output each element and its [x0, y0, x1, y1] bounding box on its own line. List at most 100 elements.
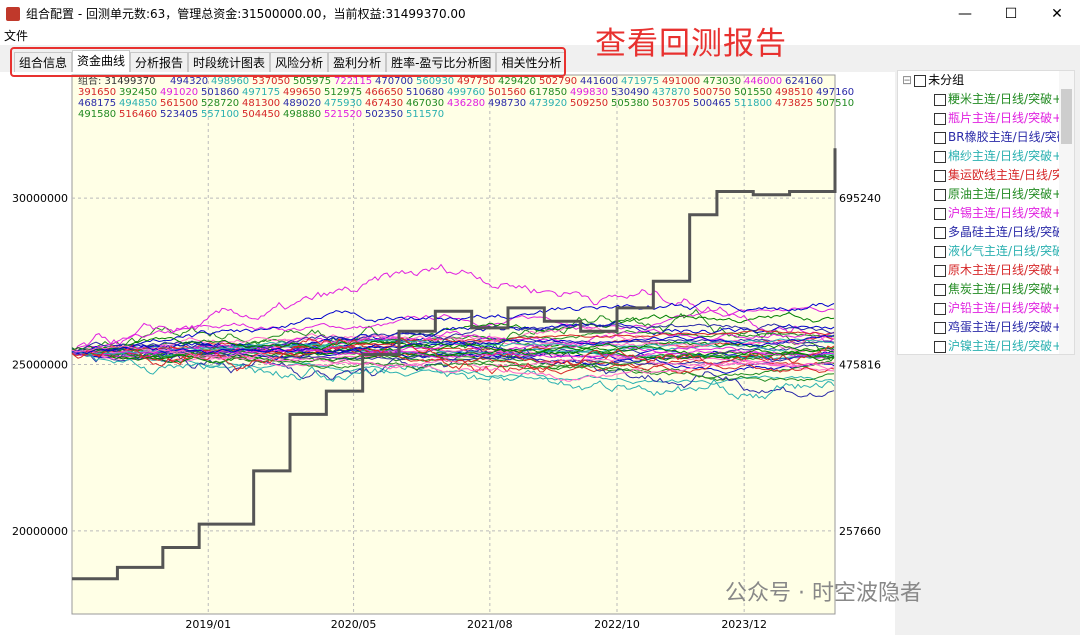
legend-value: 491000	[662, 76, 700, 87]
tree-item[interactable]: 液化气主连/日线/突破	[898, 242, 1074, 261]
tree-item[interactable]: 焦炭主连/日线/突破+	[898, 280, 1074, 299]
tree-label: BR橡胶主连/日线/突破	[948, 130, 1069, 144]
maximize-button[interactable]: ☐	[1004, 5, 1018, 22]
legend-value: 501560	[488, 87, 526, 98]
checkbox[interactable]	[934, 188, 946, 201]
collapse-icon[interactable]: ⊟	[902, 73, 913, 87]
legend-value: 491020	[160, 87, 198, 98]
tree-item[interactable]: 鸡蛋主连/日线/突破+	[898, 318, 1074, 337]
tab-4[interactable]: 风险分析	[270, 52, 329, 72]
y-right-tick-label: 695240	[839, 192, 881, 205]
legend-value: 467030	[406, 98, 444, 109]
legend-value: 523405	[160, 109, 198, 120]
tree-label: 焦炭主连/日线/突破+	[948, 282, 1063, 296]
legend-value: 507510	[816, 98, 854, 109]
tree-item[interactable]: 沪镍主连/日线/突破+	[898, 337, 1074, 354]
legend-value: 473920	[529, 98, 567, 109]
close-button[interactable]: ✕	[1051, 5, 1063, 22]
unit-curve	[71, 337, 835, 375]
tree-item[interactable]: 粳米主连/日线/突破+	[898, 90, 1074, 109]
unit-curve	[71, 263, 835, 351]
tree-item[interactable]: 沪锡主连/日线/突破+	[898, 204, 1074, 223]
checkbox[interactable]	[934, 207, 946, 220]
tree-item[interactable]: 原木主连/日线/突破+	[898, 261, 1074, 280]
legend-value: 537050	[252, 76, 290, 87]
tab-7[interactable]: 相关性分析	[496, 52, 567, 72]
legend-value: 494850	[119, 98, 157, 109]
legend-value: 512975	[324, 87, 362, 98]
checkbox[interactable]	[914, 74, 927, 87]
tree-scrollbar[interactable]	[1059, 71, 1074, 354]
tree-item[interactable]: 瓶片主连/日线/突破+	[898, 109, 1074, 128]
x-tick-label: 2021/08	[467, 618, 513, 631]
legend-value: 511800	[734, 98, 772, 109]
legend-value: 498880	[283, 109, 321, 120]
legend-value: 528720	[201, 98, 239, 109]
y-tick-label: 30000000	[12, 192, 68, 205]
checkbox[interactable]	[934, 131, 946, 144]
checkbox[interactable]	[934, 302, 946, 315]
legend-value: 617850	[529, 87, 567, 98]
checkbox[interactable]	[934, 226, 946, 239]
tree-label: 棉纱主连/日线/突破+	[948, 149, 1063, 163]
legend-value: 475930	[324, 98, 362, 109]
legend-value: 624160	[785, 76, 823, 87]
legend-value: 481300	[242, 98, 280, 109]
tree-label: 原油主连/日线/突破+	[948, 187, 1063, 201]
legend-value: 510680	[406, 87, 444, 98]
tab-0[interactable]: 组合信息	[14, 52, 73, 72]
tree-item[interactable]: 多晶硅主连/日线/突破	[898, 223, 1074, 242]
legend-value: 494320	[170, 76, 208, 87]
checkbox[interactable]	[934, 169, 946, 182]
tab-3[interactable]: 时段统计图表	[188, 52, 271, 72]
tab-2[interactable]: 分析报告	[130, 52, 189, 72]
legend-value: 498510	[775, 87, 813, 98]
legend-value: 502350	[365, 109, 403, 120]
chart-svg: 2019/01 2020/05 2021/08 2022/10 2023/12 20000…	[12, 74, 881, 631]
window-title: 组合配置 - 回测单元数:63，管理总资金:31500000.00，当前权益:3…	[26, 7, 466, 21]
legend-value: 392450	[119, 87, 157, 98]
tree-item[interactable]: BR橡胶主连/日线/突破	[898, 128, 1074, 147]
x-tick-label: 2019/01	[185, 618, 231, 631]
legend-value: 503705	[652, 98, 690, 109]
checkbox[interactable]	[934, 245, 946, 258]
tree-item[interactable]: 棉纱主连/日线/突破+	[898, 147, 1074, 166]
tree-item[interactable]: 沪铅主连/日线/突破+	[898, 299, 1074, 318]
tabs-highlight-box	[10, 47, 566, 77]
legend-value: 561500	[160, 98, 198, 109]
unit-curve	[71, 345, 835, 382]
legend-value: 473030	[703, 76, 741, 87]
checkbox[interactable]	[934, 283, 946, 296]
menu-file[interactable]: 文件	[4, 29, 29, 43]
tree-root: 未分组	[928, 73, 965, 87]
checkbox[interactable]	[934, 340, 946, 353]
checkbox[interactable]	[934, 150, 946, 163]
y-right-tick-label: 475816	[839, 358, 881, 371]
unit-curve	[71, 334, 835, 355]
minimize-button[interactable]: —	[958, 5, 972, 22]
tree-root-expander[interactable]: ⊟ 未分组	[898, 71, 1074, 90]
checkbox[interactable]	[934, 112, 946, 125]
tree-label: 沪镍主连/日线/突破+	[948, 339, 1063, 353]
tree-item[interactable]: 原油主连/日线/突破+	[898, 185, 1074, 204]
legend-value: 505975	[293, 76, 331, 87]
unit-curve	[71, 308, 835, 362]
legend-value: 504450	[242, 109, 280, 120]
tab-5[interactable]: 盈利分析	[328, 52, 387, 72]
legend-value: 499760	[447, 87, 485, 98]
legend-value: 467430	[365, 98, 403, 109]
legend-value: 501550	[734, 87, 772, 98]
checkbox[interactable]	[934, 321, 946, 334]
portfolio-curve	[72, 148, 837, 581]
legend-value: 473825	[775, 98, 813, 109]
y-tick-label: 20000000	[12, 525, 68, 538]
tab-6[interactable]: 胜率-盈亏比分析图	[386, 52, 497, 72]
tree-item[interactable]: 集运欧线主连/日线/突	[898, 166, 1074, 185]
legend-value: 391650	[78, 87, 116, 98]
watermark: 公众号 · 时空波隐者	[725, 581, 922, 606]
tab-1[interactable]: 资金曲线	[72, 50, 131, 72]
checkbox[interactable]	[934, 264, 946, 277]
title-bar: 组合配置 - 回测单元数:63，管理总资金:31500000.00，当前权益:3…	[0, 0, 1080, 27]
x-tick-label: 2022/10	[594, 618, 640, 631]
checkbox[interactable]	[934, 93, 946, 106]
